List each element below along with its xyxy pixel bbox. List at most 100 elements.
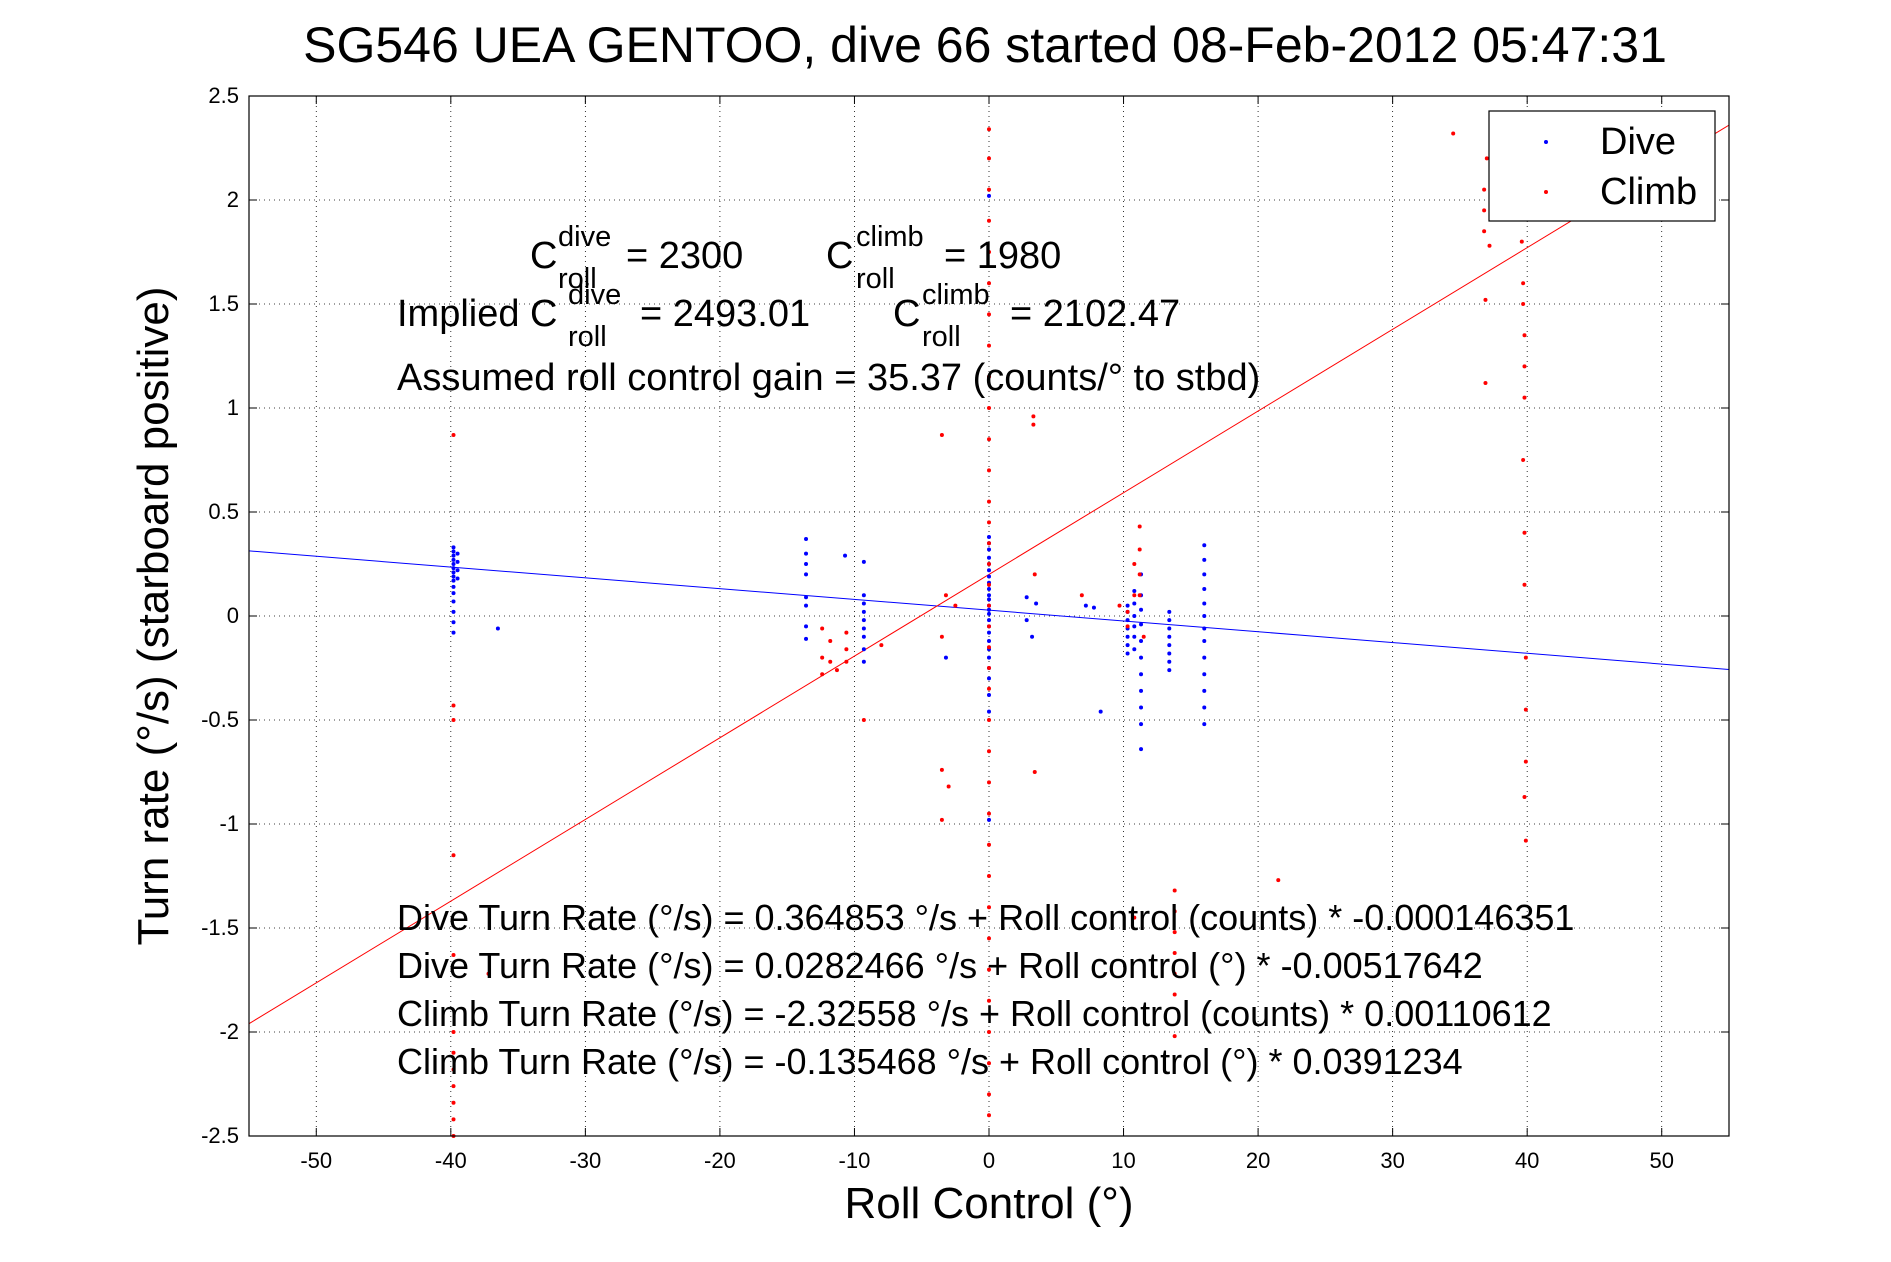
climb-point bbox=[1141, 634, 1146, 639]
climb-point bbox=[1523, 655, 1528, 660]
climb-point bbox=[987, 156, 991, 161]
dive-point bbox=[843, 553, 848, 558]
dive-point bbox=[804, 624, 809, 629]
climb-point bbox=[1032, 770, 1037, 774]
climb-point bbox=[987, 437, 991, 442]
x-tick-label: -20 bbox=[704, 1148, 736, 1173]
annotation-implied-climb: C climb roll = 2102.47 bbox=[893, 279, 1180, 353]
climb-point bbox=[486, 971, 491, 976]
dive-point bbox=[987, 568, 991, 573]
climb-point bbox=[1482, 229, 1487, 234]
x-tick-label: 40 bbox=[1515, 1148, 1539, 1173]
y-tick-label: 2 bbox=[227, 187, 239, 212]
climb-point bbox=[1172, 909, 1177, 914]
dive-point bbox=[987, 638, 991, 643]
climb-point bbox=[1483, 381, 1488, 386]
dive-points bbox=[451, 148, 1522, 822]
y-tick-label: 2.5 bbox=[208, 83, 239, 108]
dive-point bbox=[987, 611, 991, 616]
dive-point bbox=[1139, 622, 1144, 627]
climb-point bbox=[861, 718, 866, 722]
implied-dive-sup: dive bbox=[568, 279, 621, 311]
climb-point bbox=[987, 645, 991, 650]
climb-point bbox=[844, 630, 849, 635]
dive-point bbox=[1132, 601, 1137, 606]
x-axis-label: Roll Control (°) bbox=[845, 1179, 1134, 1228]
climb-point bbox=[1172, 971, 1177, 976]
climb-points bbox=[451, 110, 1528, 1138]
climb-point bbox=[1172, 992, 1177, 997]
y-tick-label: 0 bbox=[227, 603, 239, 628]
climb-point bbox=[987, 541, 991, 546]
legend: Dive Climb bbox=[1488, 110, 1716, 222]
climb-point bbox=[451, 853, 456, 858]
dive-point bbox=[1139, 607, 1144, 612]
climb-point bbox=[987, 312, 991, 317]
dive-point bbox=[1202, 705, 1207, 710]
dive-point bbox=[451, 553, 456, 558]
dive-point bbox=[861, 659, 866, 664]
climb-point bbox=[1482, 187, 1487, 192]
dive-point bbox=[861, 559, 866, 564]
equation-dive-degrees: Dive Turn Rate (°/s) = 0.0282466 °/s + R… bbox=[397, 945, 1483, 986]
climb-point bbox=[451, 1084, 456, 1089]
implied-climb-sub: roll bbox=[922, 321, 961, 353]
x-tick-label: 30 bbox=[1380, 1148, 1404, 1173]
climb-point bbox=[987, 842, 991, 847]
climb-point bbox=[1137, 593, 1142, 598]
dive-point bbox=[1139, 672, 1144, 677]
dive-point bbox=[1202, 557, 1207, 562]
climb-point bbox=[820, 655, 825, 660]
dive-point bbox=[455, 576, 460, 581]
x-tick-label: 0 bbox=[983, 1148, 995, 1173]
c-dive-sub: roll bbox=[558, 263, 597, 295]
climb-point bbox=[1451, 131, 1456, 136]
climb-point bbox=[987, 520, 991, 525]
climb-point bbox=[1172, 1034, 1177, 1039]
climb-point bbox=[1482, 208, 1487, 213]
dive-point bbox=[1202, 722, 1207, 727]
climb-point bbox=[1172, 888, 1177, 893]
y-axis-label: Turn rate (°/s) (starboard positive) bbox=[129, 286, 178, 945]
climb-point bbox=[987, 624, 991, 629]
dive-point bbox=[1132, 614, 1137, 618]
dive-point bbox=[451, 620, 456, 625]
dive-point bbox=[1132, 647, 1137, 652]
implied-dive-value: = 2493.01 bbox=[640, 293, 810, 335]
dive-point bbox=[987, 555, 991, 560]
climb-point bbox=[1519, 239, 1524, 244]
dive-point bbox=[987, 693, 991, 698]
climb-point bbox=[1484, 156, 1489, 161]
dive-point bbox=[987, 618, 991, 623]
climb-point bbox=[451, 433, 456, 438]
implied-climb-label: C bbox=[893, 293, 920, 335]
legend-dive-label: Dive bbox=[1600, 121, 1676, 163]
annotation-c-dive: C dive roll = 2300 bbox=[530, 221, 743, 295]
dive-point bbox=[1132, 624, 1137, 629]
dive-point bbox=[987, 586, 991, 591]
climb-point bbox=[987, 666, 991, 670]
climb-point bbox=[1137, 572, 1142, 577]
dive-point bbox=[1024, 618, 1029, 623]
dive-point bbox=[1139, 655, 1144, 660]
climb-point bbox=[953, 603, 958, 608]
dive-point bbox=[451, 584, 456, 589]
dive-point bbox=[1167, 659, 1172, 664]
climb-point bbox=[834, 668, 839, 673]
dive-point bbox=[1139, 747, 1144, 752]
c-dive-label: C bbox=[530, 235, 557, 277]
climb-point bbox=[987, 1030, 991, 1034]
dive-point bbox=[804, 562, 809, 566]
climb-point bbox=[451, 953, 456, 958]
climb-point bbox=[1522, 530, 1527, 535]
climb-point bbox=[987, 718, 991, 722]
dive-point bbox=[987, 547, 991, 552]
dive-point bbox=[861, 634, 866, 639]
climb-point bbox=[879, 643, 884, 648]
dive-point bbox=[943, 655, 948, 660]
dive-point bbox=[451, 578, 456, 583]
implied-climb-sup: climb bbox=[922, 279, 990, 311]
climb-point bbox=[1125, 609, 1130, 614]
climb-point bbox=[946, 784, 951, 789]
dive-point bbox=[1139, 688, 1144, 693]
